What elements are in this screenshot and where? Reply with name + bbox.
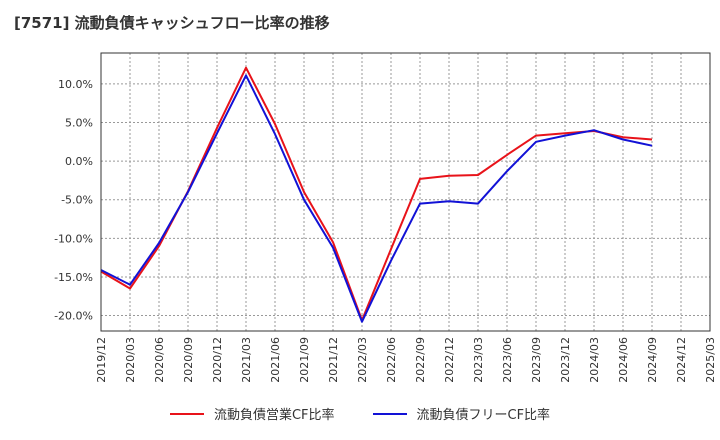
- x-tick-label: 2024/09: [646, 337, 659, 383]
- y-tick-label: -15.0%: [54, 271, 93, 284]
- legend-label-operating-cf: 流動負債営業CF比率: [213, 408, 335, 423]
- x-tick-label: 2024/03: [588, 337, 601, 383]
- y-tick-label: -10.0%: [54, 232, 93, 245]
- x-tick-label: 2023/06: [501, 337, 514, 383]
- x-tick-label: 2020/03: [124, 337, 137, 383]
- x-tick-label: 2022/03: [356, 337, 369, 383]
- x-tick-label: 2024/12: [675, 337, 688, 383]
- legend-item-free-cf: 流動負債フリーCF比率: [372, 404, 551, 423]
- series-line-0: [100, 66, 653, 322]
- x-tick-label: 2025/03: [704, 337, 717, 383]
- x-tick-label: 2022/12: [443, 337, 456, 383]
- x-tick-label: 2023/09: [530, 337, 543, 383]
- legend: 流動負債営業CF比率 流動負債フリーCF比率: [0, 404, 720, 423]
- legend-label-free-cf: 流動負債フリーCF比率: [416, 408, 551, 423]
- series-line-1: [100, 74, 653, 323]
- legend-item-operating-cf: 流動負債営業CF比率: [169, 404, 335, 423]
- x-tick-label: 2021/12: [327, 337, 340, 383]
- series-lines: [100, 66, 653, 323]
- y-tick-label: 10.0%: [58, 78, 93, 91]
- x-tick-label: 2021/09: [298, 337, 311, 383]
- y-tick-label: -5.0%: [61, 194, 93, 207]
- legend-swatch-operating-cf: [169, 412, 204, 415]
- x-tick-label: 2019/12: [95, 337, 108, 383]
- x-tick-label: 2022/09: [414, 337, 427, 383]
- x-tick-label: 2021/06: [269, 337, 282, 383]
- chart-title: [7571] 流動負債キャッシュフロー比率の推移: [14, 14, 330, 32]
- x-tick-label: 2020/06: [153, 337, 166, 383]
- y-tick-label: 5.0%: [65, 117, 93, 130]
- x-tick-label: 2021/03: [240, 337, 253, 383]
- y-tick-label: 0.0%: [65, 155, 93, 168]
- grid-lines: [100, 53, 711, 331]
- x-tick-label: 2024/06: [617, 337, 630, 383]
- x-axis-tick-labels: 2019/12 2020/03 2020/06 2020/09 2020/12 2021/…: [95, 337, 717, 383]
- y-axis-tick-labels: -20.0% -15.0% -10.0% -5.0% 0.0% 5.0% 10.0%: [54, 78, 93, 323]
- x-tick-label: 2022/06: [385, 337, 398, 383]
- y-tick-label: -20.0%: [54, 310, 93, 323]
- x-tick-label: 2023/12: [559, 337, 572, 383]
- plot-area-border: [100, 52, 711, 332]
- x-tick-label: 2020/09: [182, 337, 195, 383]
- x-tick-label: 2020/12: [211, 337, 224, 383]
- x-tick-label: 2023/03: [472, 337, 485, 383]
- legend-swatch-free-cf: [372, 412, 407, 415]
